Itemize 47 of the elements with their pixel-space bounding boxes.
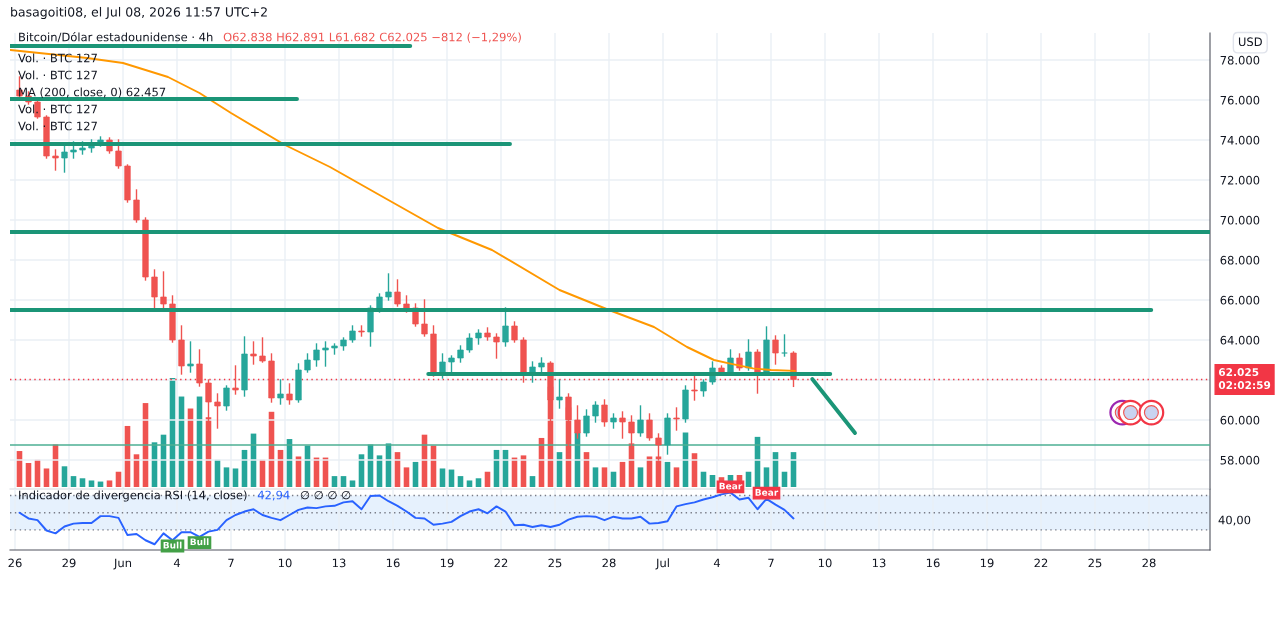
annotation: Bull (190, 538, 209, 546)
y-tick-label: 74.000 (1220, 135, 1260, 145)
x-tick-label: 13 (872, 558, 886, 568)
ref-line-label: 62.025 02:02:59 (1218, 368, 1271, 390)
chart-title: basagoiti08, el Jul 08, 2026 11:57 UTC+2 (11, 6, 267, 20)
y-tick-label: 58.000 (1220, 455, 1260, 465)
annotation: O62.838 H62.891 L61.682 C62.025 −812 (−1,29%) (223, 32, 521, 43)
text: 40,00 (1218, 515, 1251, 526)
annotation: Bear (719, 482, 743, 490)
x-tick-label: 28 (602, 558, 616, 568)
x-tick-label: 28 (1142, 558, 1156, 568)
y-tick-label: 78.000 (1220, 55, 1260, 65)
x-tick-label: 4 (173, 558, 181, 568)
chart-title: Indicador de divergencia RSI (14, close) (19, 490, 247, 502)
x-tick-label: 22 (1034, 558, 1048, 568)
chart-subtitle: Bitcoin/Dólar estadounidense · 4h (19, 31, 213, 43)
annotation: Vol. · BTC 127 (18, 121, 97, 131)
y-tick-label: 70.000 (1220, 215, 1260, 225)
y-tick-label: 66.000 (1220, 295, 1260, 305)
x-tick-label: 10 (278, 558, 292, 568)
x-tick-label: 7 (228, 558, 234, 568)
annotation: Bull (163, 541, 182, 549)
x-tick-label: 19 (440, 558, 454, 568)
x-tick-label: 26 (8, 558, 22, 568)
x-tick-label: 4 (713, 558, 721, 568)
x-tick-label: 16 (386, 558, 400, 568)
annotation: Bear (755, 489, 779, 496)
chart-subtitle: 42,94 (257, 490, 290, 501)
x-tick-label: 19 (980, 558, 994, 568)
x-tick-label: Jun (113, 558, 132, 570)
x-tick-label: 25 (548, 558, 562, 568)
y-tick-label: 68.000 (1220, 255, 1260, 265)
y-tick-label: 72.000 (1220, 175, 1260, 185)
annotation: Vol. · BTC 127 (18, 70, 97, 80)
x-tick-label: 7 (768, 558, 774, 568)
x-tick-label: 29 (62, 558, 76, 568)
y-tick-label: 60.000 (1220, 415, 1260, 425)
y-tick-label: 76.000 (1220, 95, 1260, 105)
x-tick-label: 25 (1088, 558, 1102, 568)
x-tick-label: 10 (818, 558, 832, 568)
y-axis-title: USD (1238, 37, 1262, 47)
x-tick-label: 13 (332, 558, 346, 568)
x-tick-label: 22 (494, 558, 508, 568)
y-tick-label: 64.000 (1220, 335, 1260, 345)
annotation: ∅ ∅ ∅ ∅ (300, 491, 351, 500)
x-tick-label: Jul (655, 558, 669, 570)
x-tick-label: 16 (926, 558, 940, 568)
